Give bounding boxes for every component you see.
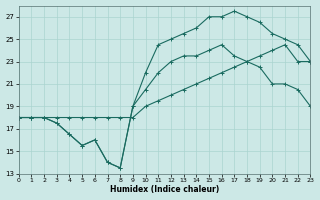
- X-axis label: Humidex (Indice chaleur): Humidex (Indice chaleur): [110, 185, 219, 194]
